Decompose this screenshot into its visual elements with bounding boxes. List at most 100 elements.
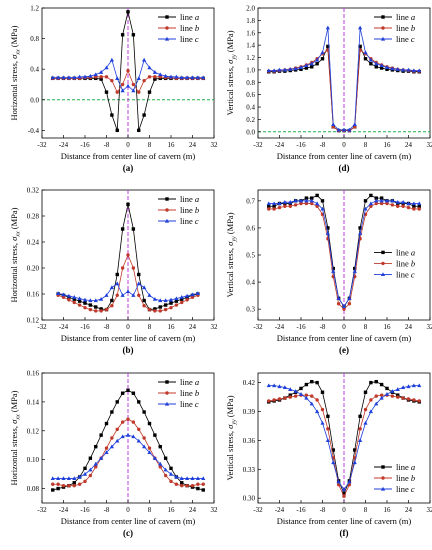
chart-panel-6: -32 -24 -16 -8 0 8 16 24 32 0.30 0.33 0.36 0.39 0.42 D… <box>225 372 432 538</box>
data-point <box>417 207 421 211</box>
data-point <box>385 67 389 71</box>
legend-marker <box>381 261 385 266</box>
legend-label: line c <box>180 216 199 226</box>
data-point <box>153 309 157 313</box>
data-point <box>158 72 163 77</box>
y-tick-label: 0.12 <box>27 317 40 325</box>
data-point <box>88 303 93 307</box>
data-point <box>352 122 357 126</box>
data-point <box>137 90 141 94</box>
x-tick-label: 32 <box>211 141 219 149</box>
data-point <box>115 128 119 133</box>
data-point <box>347 296 352 300</box>
data-point <box>320 206 325 211</box>
data-point <box>369 398 373 402</box>
data-point <box>120 88 125 93</box>
data-point <box>288 395 292 399</box>
data-point <box>304 66 309 70</box>
data-point <box>126 10 130 14</box>
data-point <box>136 76 141 80</box>
data-point <box>72 295 77 299</box>
y-tick-label: 1.8 <box>246 17 255 25</box>
data-point <box>272 201 277 206</box>
data-point <box>126 417 130 421</box>
data-point <box>196 486 200 491</box>
data-point <box>379 196 384 200</box>
data-point <box>88 73 93 78</box>
data-point <box>174 299 179 303</box>
data-point <box>66 75 71 80</box>
data-point <box>115 76 120 80</box>
data-point <box>94 309 98 313</box>
data-point <box>104 307 109 312</box>
y-tick-label: 0.6 <box>246 91 255 99</box>
data-point <box>88 473 93 478</box>
data-point <box>142 113 146 117</box>
y-tick-label: 0.6 <box>246 224 255 232</box>
data-point <box>115 400 119 404</box>
data-point <box>185 293 190 298</box>
data-point <box>190 75 195 80</box>
data-point <box>401 204 405 208</box>
data-point <box>180 300 184 305</box>
x-tick-label: 32 <box>211 323 219 331</box>
data-point <box>83 466 87 471</box>
legend-label: line c <box>180 399 199 409</box>
data-point <box>369 193 373 198</box>
data-point <box>115 427 119 432</box>
data-point <box>379 201 384 206</box>
data-point <box>131 293 136 297</box>
data-point <box>168 74 174 79</box>
x-tick-label: 32 <box>427 141 432 149</box>
series-group <box>266 25 422 133</box>
x-tick-label: -8 <box>320 141 326 149</box>
legend-label: line b <box>396 23 415 33</box>
data-point <box>142 285 147 290</box>
chart-panel-2: -32 -24 -16 -8 0 8 16 24 32 0.0 0.2 0.4 0.6 0.8 1.0 1.2… <box>225 5 432 174</box>
data-point <box>50 75 55 80</box>
data-point <box>390 389 395 393</box>
x-tick-label: 8 <box>364 323 368 331</box>
data-point <box>406 67 411 72</box>
data-point <box>126 253 130 257</box>
data-point <box>99 70 104 74</box>
data-point <box>147 293 152 297</box>
data-point <box>277 201 282 206</box>
data-point <box>169 479 173 484</box>
data-point <box>50 476 55 481</box>
x-tick-label: 0 <box>342 323 346 331</box>
x-tick-label: 24 <box>405 506 413 514</box>
data-point <box>109 57 114 62</box>
data-point <box>395 199 400 204</box>
legend-marker <box>165 26 169 30</box>
x-tick-label: 16 <box>168 141 176 149</box>
data-point <box>147 446 152 450</box>
data-point <box>385 201 389 206</box>
data-point <box>331 125 335 129</box>
legend-marker <box>380 36 386 41</box>
data-point <box>374 379 378 384</box>
data-point <box>126 69 130 73</box>
legend-marker <box>164 401 170 406</box>
x-tick-label: -32 <box>37 506 47 514</box>
data-point <box>412 204 416 208</box>
x-tick-label: 8 <box>148 323 152 331</box>
data-point <box>315 57 320 62</box>
y-tick-label: 0.20 <box>27 265 40 273</box>
data-point <box>99 307 103 311</box>
x-tick-label: 16 <box>168 323 176 331</box>
series-group <box>56 202 200 313</box>
x-tick-label: -16 <box>296 323 306 331</box>
data-point <box>304 198 309 203</box>
y-tick-label: 1.4 <box>246 42 255 50</box>
data-point <box>169 305 173 310</box>
data-point <box>358 414 362 419</box>
data-point <box>374 65 378 69</box>
x-tick-label: 16 <box>384 141 392 149</box>
data-point <box>66 293 71 298</box>
data-point <box>61 75 66 80</box>
y-tick-label: 0.4 <box>246 104 255 112</box>
y-tick-label: 0.16 <box>27 291 40 299</box>
